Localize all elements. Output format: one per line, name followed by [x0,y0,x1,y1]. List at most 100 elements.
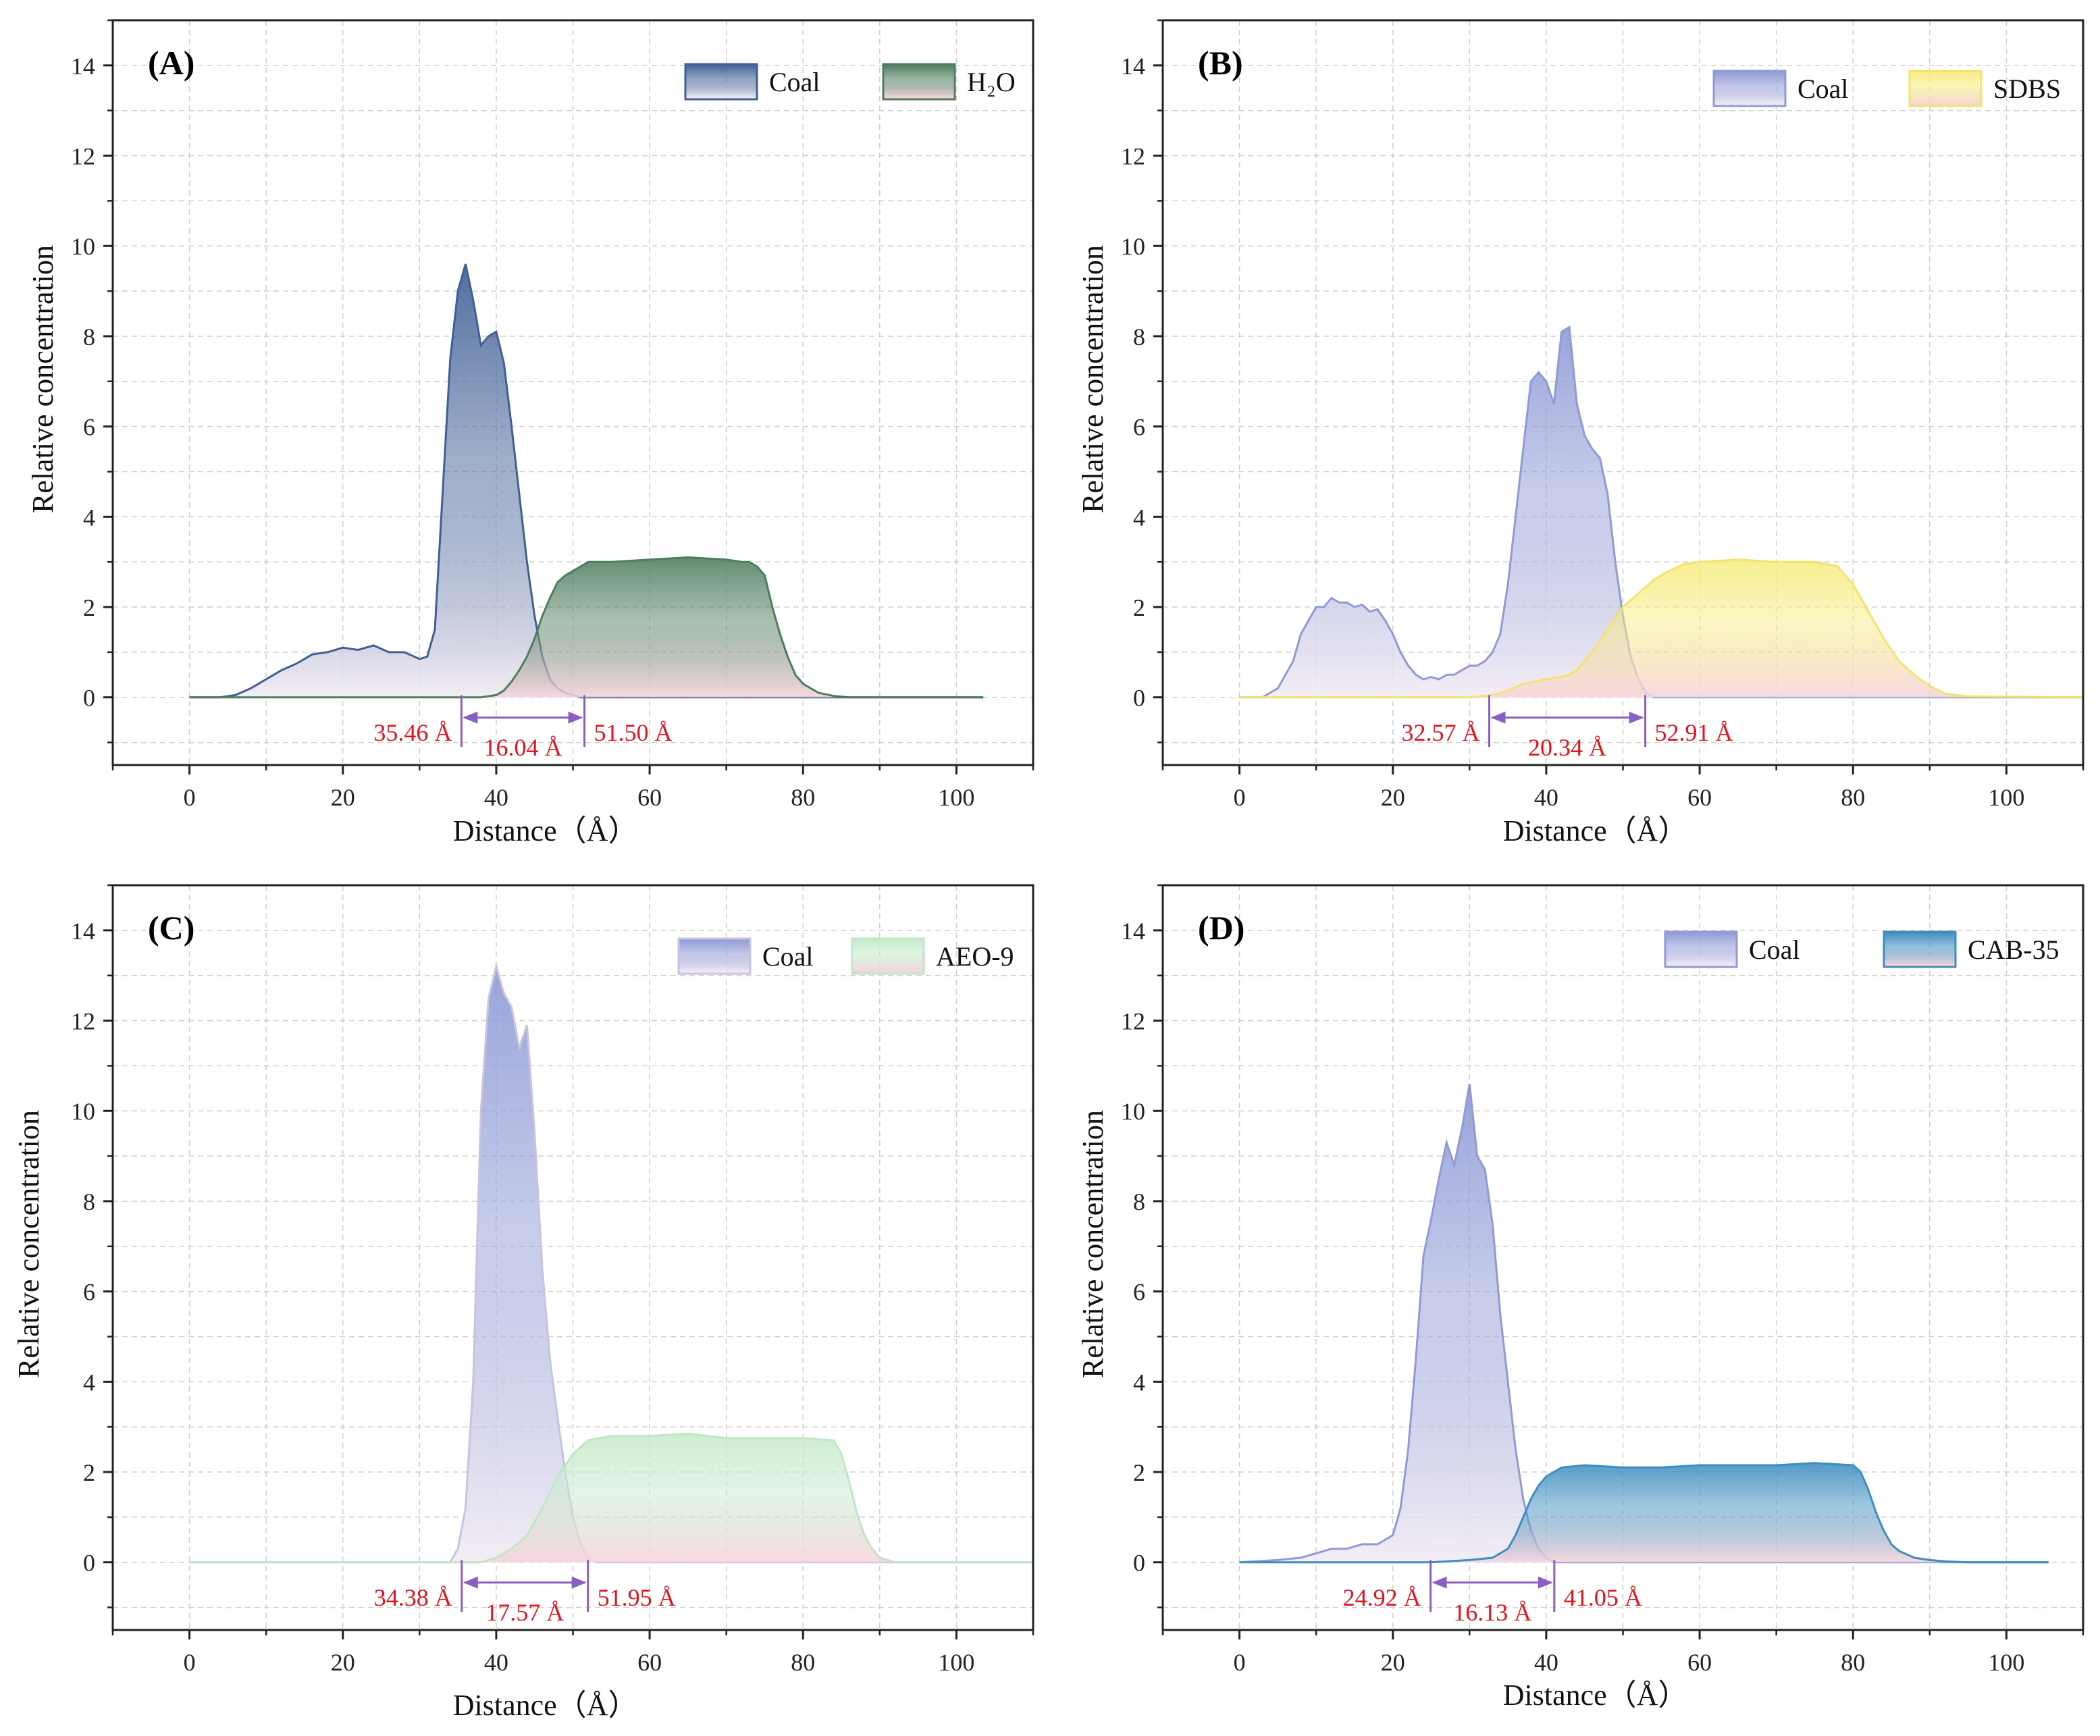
y-axis-label: Relative concentration [1076,1110,1109,1378]
legend-label: Coal [1797,74,1849,104]
series-area-cab-35 [1239,1463,2049,1562]
y-tick-label: 8 [83,323,95,350]
y-tick-label: 0 [1133,1550,1145,1577]
x-tick-label: 100 [938,784,974,811]
annotation-start: 35.46 Å [373,719,452,746]
chart-panel-2: 0 20 40 60 80 100 0 2 4 6 8 10 12 14 Distance（Å） Relati… [1076,19,2084,847]
y-tick-label: 4 [1133,1369,1145,1396]
annotation-width: 17.57 Å [485,1599,564,1626]
y-tick-label: 14 [1121,918,1145,945]
panel-title: (C) [148,909,194,947]
x-tick-label: 40 [1534,1649,1558,1676]
y-tick-label: 2 [83,1459,95,1486]
y-tick-label: 10 [1121,1098,1145,1125]
annotation-end: 51.50 Å [594,719,673,746]
x-tick-label: 0 [1234,1649,1246,1676]
panel-title: (B) [1198,44,1243,82]
legend-label: Coal [769,67,820,97]
series-line-h-o [189,556,984,699]
y-tick-label: 8 [1133,323,1145,350]
series-area-sdbs [1239,559,2083,698]
x-tick-label: 60 [637,1649,662,1676]
x-tick-label: 20 [1381,784,1405,811]
annotation-end: 51.95 Å [598,1584,676,1611]
x-tick-label: 20 [331,1649,355,1676]
annotation-start: 32.57 Å [1402,719,1480,746]
legend-swatch [1908,70,1983,107]
series-area-aeo-9 [189,1433,1033,1562]
series-area-h-o [189,557,984,698]
y-tick-label: 10 [71,1098,95,1125]
arrowhead-left [1490,711,1506,724]
x-tick-label: 80 [1841,784,1865,811]
y-tick-label: 6 [1133,414,1145,441]
panel-title: (D) [1198,909,1244,947]
x-tick-label: 100 [1988,1649,2024,1676]
y-tick-label: 0 [83,1550,95,1577]
y-tick-label: 4 [83,1369,95,1396]
x-tick-label: 0 [184,784,196,811]
annotation-width: 16.13 Å [1453,1599,1531,1626]
series-area-coal [1239,327,2083,698]
y-tick-label: 6 [83,414,95,441]
y-axis-label: Relative concentration [26,245,59,513]
series-area-coal [1239,1084,2049,1562]
x-tick-label: 80 [791,1649,815,1676]
y-tick-label: 14 [71,53,95,80]
x-tick-label: 100 [1988,784,2024,811]
y-tick-label: 10 [71,233,95,260]
y-tick-label: 6 [83,1279,95,1306]
x-tick-label: 100 [938,1649,974,1676]
x-axis-label: Distance（Å） [1503,814,1688,847]
legend-swatch [677,937,752,975]
arrowhead-right [1538,1576,1553,1589]
y-tick-label: 4 [83,504,95,531]
legend-label: SDBS [1993,74,2061,104]
x-tick-label: 40 [484,784,508,811]
x-axis-label: Distance（Å） [453,1689,638,1722]
y-tick-label: 0 [1133,685,1145,712]
y-tick-label: 8 [83,1188,95,1215]
y-tick-label: 12 [71,143,95,170]
x-axis-label: Distance（Å） [1503,1679,1688,1712]
annotation-start: 34.38 Å [374,1584,452,1611]
legend-label: CAB-35 [1968,935,2059,965]
x-tick-label: 40 [484,1649,508,1676]
y-tick-label: 8 [1133,1188,1145,1215]
series-line-aeo-9 [189,1432,1033,1564]
legend-label: AEO-9 [936,941,1014,972]
series-line-coal [1239,325,2083,699]
y-tick-label: 2 [1133,1459,1145,1486]
legend-swatch [882,63,956,101]
x-tick-label: 80 [1841,1649,1865,1676]
y-tick-label: 4 [1133,504,1145,531]
chart-panel-4: 0 20 40 60 80 100 0 2 4 6 8 10 12 14 Distance（Å） Relati… [1076,884,2084,1712]
annotation-start: 24.92 Å [1343,1584,1421,1611]
y-tick-label: 2 [83,594,95,621]
y-tick-label: 6 [1133,1279,1145,1306]
x-tick-label: 20 [331,784,355,811]
arrowhead-right [571,1576,587,1589]
arrowhead-left [463,711,478,724]
x-tick-label: 60 [637,784,662,811]
arrowhead-left [1432,1576,1447,1589]
arrowhead-right [1629,711,1644,724]
annotation-width: 20.34 Å [1528,734,1606,761]
y-tick-label: 12 [1121,143,1145,170]
panel-title: (A) [148,44,194,82]
y-tick-label: 14 [1121,53,1145,80]
y-tick-label: 0 [83,685,95,712]
legend-swatch [1883,930,1957,968]
legend-label: Coal [762,941,814,972]
x-tick-label: 0 [1234,784,1246,811]
x-tick-label: 40 [1534,784,1558,811]
y-axis-label: Relative concentration [12,1110,45,1378]
legend-label: H₂O [967,67,1016,97]
y-tick-label: 10 [1121,233,1145,260]
x-tick-label: 80 [791,784,815,811]
y-tick-label: 2 [1133,594,1145,621]
series-line-cab-35 [1239,1462,2049,1564]
arrowhead-right [568,711,583,724]
legend-label: Coal [1749,935,1800,965]
